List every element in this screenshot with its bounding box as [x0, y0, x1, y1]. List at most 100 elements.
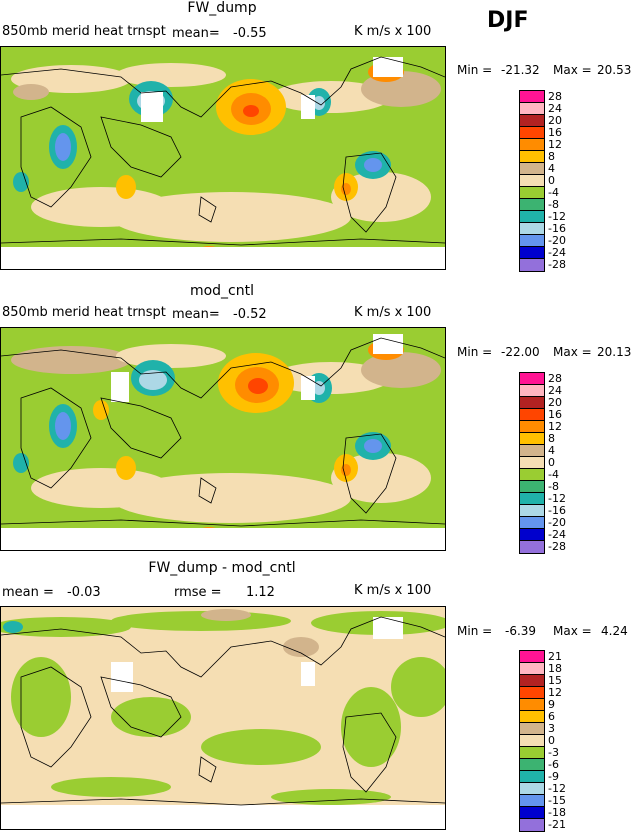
colorbar-label: 28 — [548, 90, 562, 103]
colorbar-swatch — [520, 139, 544, 151]
colorbar-swatch — [520, 747, 544, 759]
colorbar-swatch — [520, 795, 544, 807]
colorbar-swatch — [520, 529, 544, 541]
colorbar-label: -12 — [548, 210, 566, 223]
colorbar-label: -4 — [548, 186, 559, 199]
panel-2-title: mod_cntl — [189, 283, 255, 299]
panel-1-mean-label: mean= — [172, 26, 220, 41]
panel-2-min-value: -22.00 — [501, 345, 540, 359]
colorbar-label: 12 — [548, 138, 562, 151]
colorbar-label: -20 — [548, 234, 566, 247]
colorbar-swatch — [520, 445, 544, 457]
panel-2-max-label: Max = — [553, 345, 592, 359]
colorbar-swatch — [520, 687, 544, 699]
colorbar-swatch — [520, 175, 544, 187]
colorbar-swatch — [520, 735, 544, 747]
colorbar-swatch — [520, 675, 544, 687]
colorbar-label: -9 — [548, 770, 559, 783]
colorbar-swatch — [520, 223, 544, 235]
colorbar-label: -16 — [548, 222, 566, 235]
colorbar-swatch — [520, 493, 544, 505]
colorbar-swatch — [520, 199, 544, 211]
season-label: DJF — [487, 8, 529, 33]
colorbar-label: 21 — [548, 650, 562, 663]
colorbar-swatch — [520, 163, 544, 175]
panel-1-colorbar — [519, 90, 545, 272]
colorbar-label: -6 — [548, 758, 559, 771]
colorbar-swatch — [520, 259, 544, 271]
colorbar-label: 15 — [548, 674, 562, 687]
colorbar-swatch — [520, 651, 544, 663]
colorbar-swatch — [520, 127, 544, 139]
colorbar-label: 0 — [548, 456, 555, 469]
colorbar-label: 4 — [548, 162, 555, 175]
panel-3-mean-value: -0.03 — [67, 585, 101, 600]
colorbar-swatch — [520, 91, 544, 103]
panel-1-min-label: Min = — [457, 63, 493, 77]
colorbar-label: 4 — [548, 444, 555, 457]
panel-1-max-label: Max = — [553, 63, 592, 77]
colorbar-label: 16 — [548, 408, 562, 421]
colorbar-swatch — [520, 247, 544, 259]
colorbar-swatch — [520, 469, 544, 481]
panel-3-map — [0, 606, 446, 830]
colorbar-swatch — [520, 517, 544, 529]
colorbar-label: -12 — [548, 492, 566, 505]
colorbar-swatch — [520, 457, 544, 469]
colorbar-swatch — [520, 397, 544, 409]
colorbar-label: 24 — [548, 102, 562, 115]
colorbar-swatch — [520, 505, 544, 517]
colorbar-label: -3 — [548, 746, 559, 759]
colorbar-swatch — [520, 541, 544, 553]
panel-2-colorbar — [519, 372, 545, 554]
panel-1-map — [0, 46, 446, 270]
panel-3-mean-label: mean = — [2, 585, 54, 600]
colorbar-label: 12 — [548, 420, 562, 433]
panel-2-mean-value: -0.52 — [233, 307, 267, 322]
colorbar-swatch — [520, 807, 544, 819]
colorbar-label: 20 — [548, 396, 562, 409]
colorbar-label: 0 — [548, 174, 555, 187]
panel-2-map — [0, 327, 446, 551]
colorbar-swatch — [520, 771, 544, 783]
colorbar-label: -4 — [548, 468, 559, 481]
colorbar-swatch — [520, 723, 544, 735]
panel-1-mean-value: -0.55 — [233, 26, 267, 41]
colorbar-label: 16 — [548, 126, 562, 139]
panel-1-title: FW_dump — [187, 0, 257, 16]
panel-2-units: K m/s x 100 — [354, 305, 432, 320]
colorbar-swatch — [520, 819, 544, 831]
colorbar-label: -24 — [548, 528, 566, 541]
panel-3-max-label: Max = — [553, 624, 592, 638]
colorbar-swatch — [520, 187, 544, 199]
colorbar-label: 24 — [548, 384, 562, 397]
panel-1-units: K m/s x 100 — [354, 24, 432, 39]
panel-2-min-label: Min = — [457, 345, 493, 359]
colorbar-label: 20 — [548, 114, 562, 127]
colorbar-label: -28 — [548, 540, 566, 553]
colorbar-label: -8 — [548, 198, 559, 211]
colorbar-swatch — [520, 759, 544, 771]
colorbar-swatch — [520, 151, 544, 163]
colorbar-label: 9 — [548, 698, 555, 711]
colorbar-swatch — [520, 103, 544, 115]
colorbar-label: -18 — [548, 806, 566, 819]
panel-1-max-value: 20.53 — [597, 63, 632, 77]
panel-1-field-label: 850mb merid heat trnspt — [2, 24, 166, 39]
colorbar-swatch — [520, 433, 544, 445]
colorbar-label: -24 — [548, 246, 566, 259]
colorbar-label: -12 — [548, 782, 566, 795]
panel-3-rmse-value: 1.12 — [246, 585, 275, 600]
colorbar-swatch — [520, 699, 544, 711]
colorbar-label: -20 — [548, 516, 566, 529]
colorbar-label: 18 — [548, 662, 562, 675]
panel-3-min-label: Min = — [457, 624, 493, 638]
colorbar-swatch — [520, 385, 544, 397]
colorbar-swatch — [520, 211, 544, 223]
colorbar-swatch — [520, 481, 544, 493]
colorbar-label: -8 — [548, 480, 559, 493]
panel-3-max-value: 4.24 — [601, 624, 628, 638]
colorbar-label: -21 — [548, 818, 566, 831]
panel-3-min-value: -6.39 — [505, 624, 537, 638]
colorbar-swatch — [520, 373, 544, 385]
